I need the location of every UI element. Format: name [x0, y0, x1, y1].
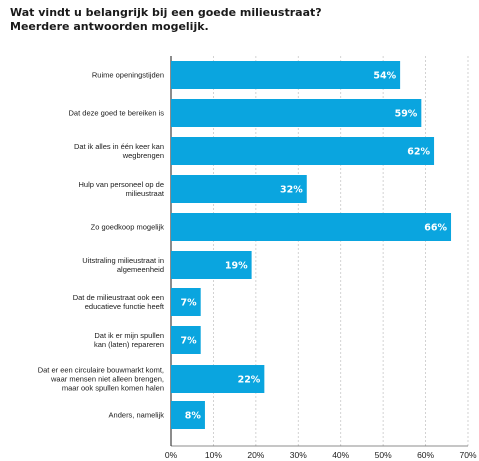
category-label-line: Dat ik alles in één keer kan	[74, 142, 164, 151]
x-tick-label-40: 40%	[332, 450, 349, 460]
category-label-line: Dat de milieustraat ook een	[73, 293, 164, 302]
x-tick-label-70: 70%	[459, 450, 476, 460]
bar-value-label-3: 62%	[407, 147, 430, 158]
x-tick-label-0: 0%	[165, 450, 178, 460]
category-label-1: Ruime openingstijden	[92, 71, 164, 80]
bar-value-label-7: 7%	[181, 298, 198, 309]
category-label-3: Dat ik alles in één keer kan wegbrengen	[74, 142, 164, 160]
category-label-line: Anders, namelijk	[109, 411, 165, 420]
chart-title-line-1: Wat vindt u belangrijk bij een goede mil…	[10, 6, 322, 19]
category-label-line: Hulp van personeel op de	[79, 180, 164, 189]
category-label-line: Dat er een circulaire bouwmarkt komt,	[38, 366, 164, 375]
category-label-line: kan (laten) repareren	[94, 340, 164, 349]
category-label-line: Ruime openingstijden	[92, 71, 164, 80]
x-tick-label-50: 50%	[375, 450, 392, 460]
category-label-4: Hulp van personeel op de milieustraat	[79, 180, 165, 198]
category-label-7: Dat de milieustraat ook een educatieve fu…	[73, 293, 165, 311]
bar-value-label-1: 54%	[373, 71, 396, 82]
bar-value-label-5: 66%	[424, 223, 447, 234]
category-label-8: Dat ik er mijn spullen kan (laten) repare…	[94, 331, 164, 349]
bar-10	[171, 401, 205, 429]
category-label-line: maar ook spullen komen halen	[62, 384, 164, 393]
bar-value-label-8: 7%	[181, 336, 198, 347]
category-label-line: Dat deze goed te bereiken is	[69, 109, 165, 118]
category-label-line: algemeenheid	[117, 265, 164, 274]
x-tick-label-60: 60%	[417, 450, 434, 460]
x-tick-label-10: 10%	[205, 450, 222, 460]
bar-2	[171, 99, 422, 127]
category-label-9: Dat er een circulaire bouwmarkt komt, waa…	[38, 366, 164, 393]
bar-7	[171, 288, 201, 316]
category-label-line: educatieve functie heeft	[85, 302, 165, 311]
bar-4	[171, 175, 307, 203]
bar-value-label-4: 32%	[280, 185, 303, 196]
bar-5	[171, 213, 452, 241]
bar-value-label-10: 8%	[185, 411, 202, 422]
bar-3	[171, 137, 435, 165]
bar-value-label-9: 22%	[238, 375, 261, 386]
bar-1	[171, 61, 401, 89]
bar-value-label-6: 19%	[225, 261, 248, 272]
chart-title-line-2: Meerdere antwoorden mogelijk.	[10, 20, 209, 33]
category-label-line: milieustraat	[126, 189, 165, 198]
category-label-line: waar mensen niet alleen brengen,	[50, 375, 164, 384]
bar-6	[171, 251, 252, 279]
category-label-10: Anders, namelijk	[109, 411, 165, 420]
category-label-line: Uitstraling milieustraat in	[82, 256, 164, 265]
category-label-5: Zo goedkoop mogelijk	[91, 223, 165, 232]
chart-title: Wat vindt u belangrijk bij een goede mil…	[10, 6, 322, 34]
category-label-line: wegbrengen	[122, 151, 164, 160]
x-tick-label-30: 30%	[290, 450, 307, 460]
category-label-2: Dat deze goed te bereiken is	[69, 109, 165, 118]
x-tick-label-20: 20%	[247, 450, 264, 460]
bar-8	[171, 326, 201, 354]
bar-value-label-2: 59%	[395, 109, 418, 120]
bar-9	[171, 365, 265, 393]
category-label-line: Zo goedkoop mogelijk	[91, 223, 165, 232]
category-label-6: Uitstraling milieustraat in algemeenheid	[82, 256, 164, 274]
category-label-line: Dat ik er mijn spullen	[94, 331, 164, 340]
